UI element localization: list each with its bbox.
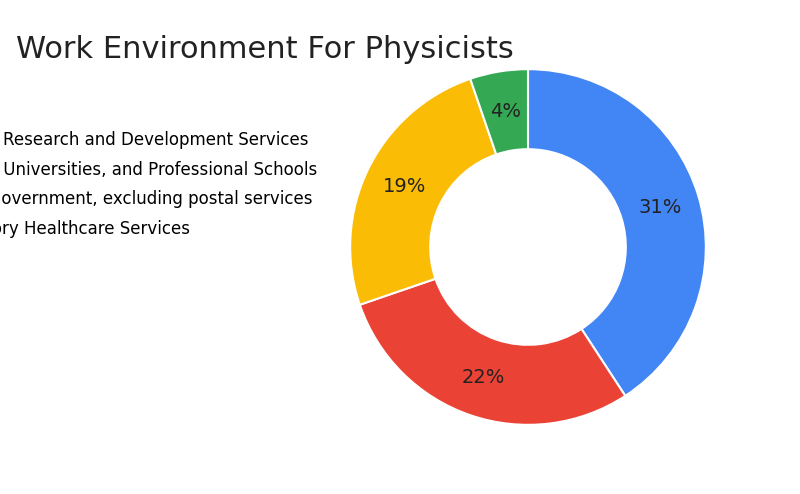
Wedge shape xyxy=(350,79,496,305)
Text: 19%: 19% xyxy=(382,177,426,196)
Wedge shape xyxy=(528,69,706,396)
Text: Work Environment For Physicists: Work Environment For Physicists xyxy=(16,35,514,64)
Wedge shape xyxy=(360,279,626,425)
Text: 22%: 22% xyxy=(462,368,505,387)
Text: 31%: 31% xyxy=(638,198,682,217)
Legend: Scientific Research and Development Services, Colleges, Universities, and Profes: Scientific Research and Development Serv… xyxy=(0,131,317,238)
Text: 4%: 4% xyxy=(490,102,521,121)
Wedge shape xyxy=(470,69,528,155)
